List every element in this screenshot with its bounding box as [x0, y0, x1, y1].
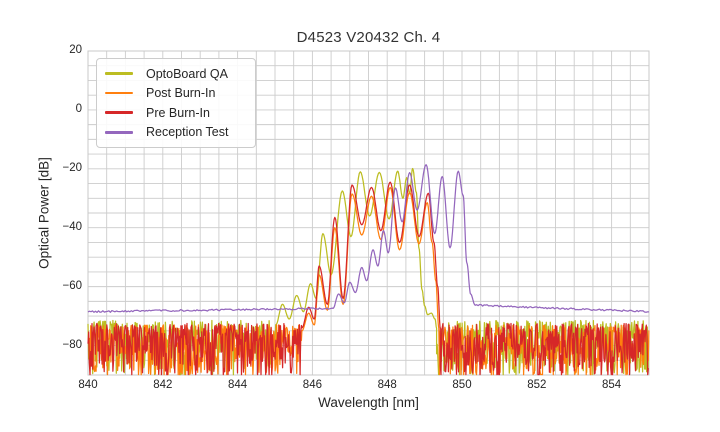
y-tick-label: 20	[69, 44, 82, 56]
legend-entry-pre-burn-in: Pre Burn-In	[97, 106, 255, 120]
series-lines	[87, 164, 650, 376]
plot-border	[87, 50, 650, 376]
x-tick-label: 854	[602, 379, 622, 391]
legend-line-sample-icon	[105, 72, 133, 75]
legend-label: Post Burn-In	[146, 86, 216, 101]
x-tick-label: 840	[78, 379, 98, 391]
legend-entry-optoboard-qa: OptoBoard QA	[97, 67, 255, 81]
y-tick-label: 0	[75, 102, 82, 115]
x-tick-label: 850	[452, 379, 472, 391]
legend-line-sample-icon	[105, 111, 133, 115]
legend-label: OptoBoard QA	[146, 66, 228, 81]
x-tick-label: 844	[228, 379, 248, 391]
series-line-reception-test	[87, 164, 649, 314]
y-tick-label: −80	[62, 338, 82, 351]
legend: OptoBoard QA Post Burn-In Pre Burn-In Re…	[96, 58, 256, 148]
y-axis-label: Optical Power [dB]	[36, 157, 52, 269]
legend-line-sample-icon	[105, 131, 133, 134]
x-tick-label: 852	[527, 379, 547, 391]
chart-title: D4523 V20432 Ch. 4	[296, 29, 441, 46]
legend-label: Pre Burn-In	[146, 105, 210, 120]
y-tick-label: −60	[62, 279, 82, 292]
legend-line-sample-icon	[105, 91, 133, 95]
series-line-pre-burn-in	[87, 181, 649, 376]
x-axis-label: Wavelength [nm]	[318, 395, 419, 410]
x-tick-label: 842	[153, 379, 173, 391]
legend-label: Reception Test	[146, 125, 229, 140]
x-tick-label: 848	[377, 379, 397, 391]
y-tick-label: −20	[62, 161, 82, 174]
y-tick-label: −40	[62, 220, 82, 233]
legend-entry-reception-test: Reception Test	[97, 125, 255, 139]
x-tick-label: 846	[302, 379, 322, 391]
legend-entry-post-burn-in: Post Burn-In	[97, 86, 255, 100]
